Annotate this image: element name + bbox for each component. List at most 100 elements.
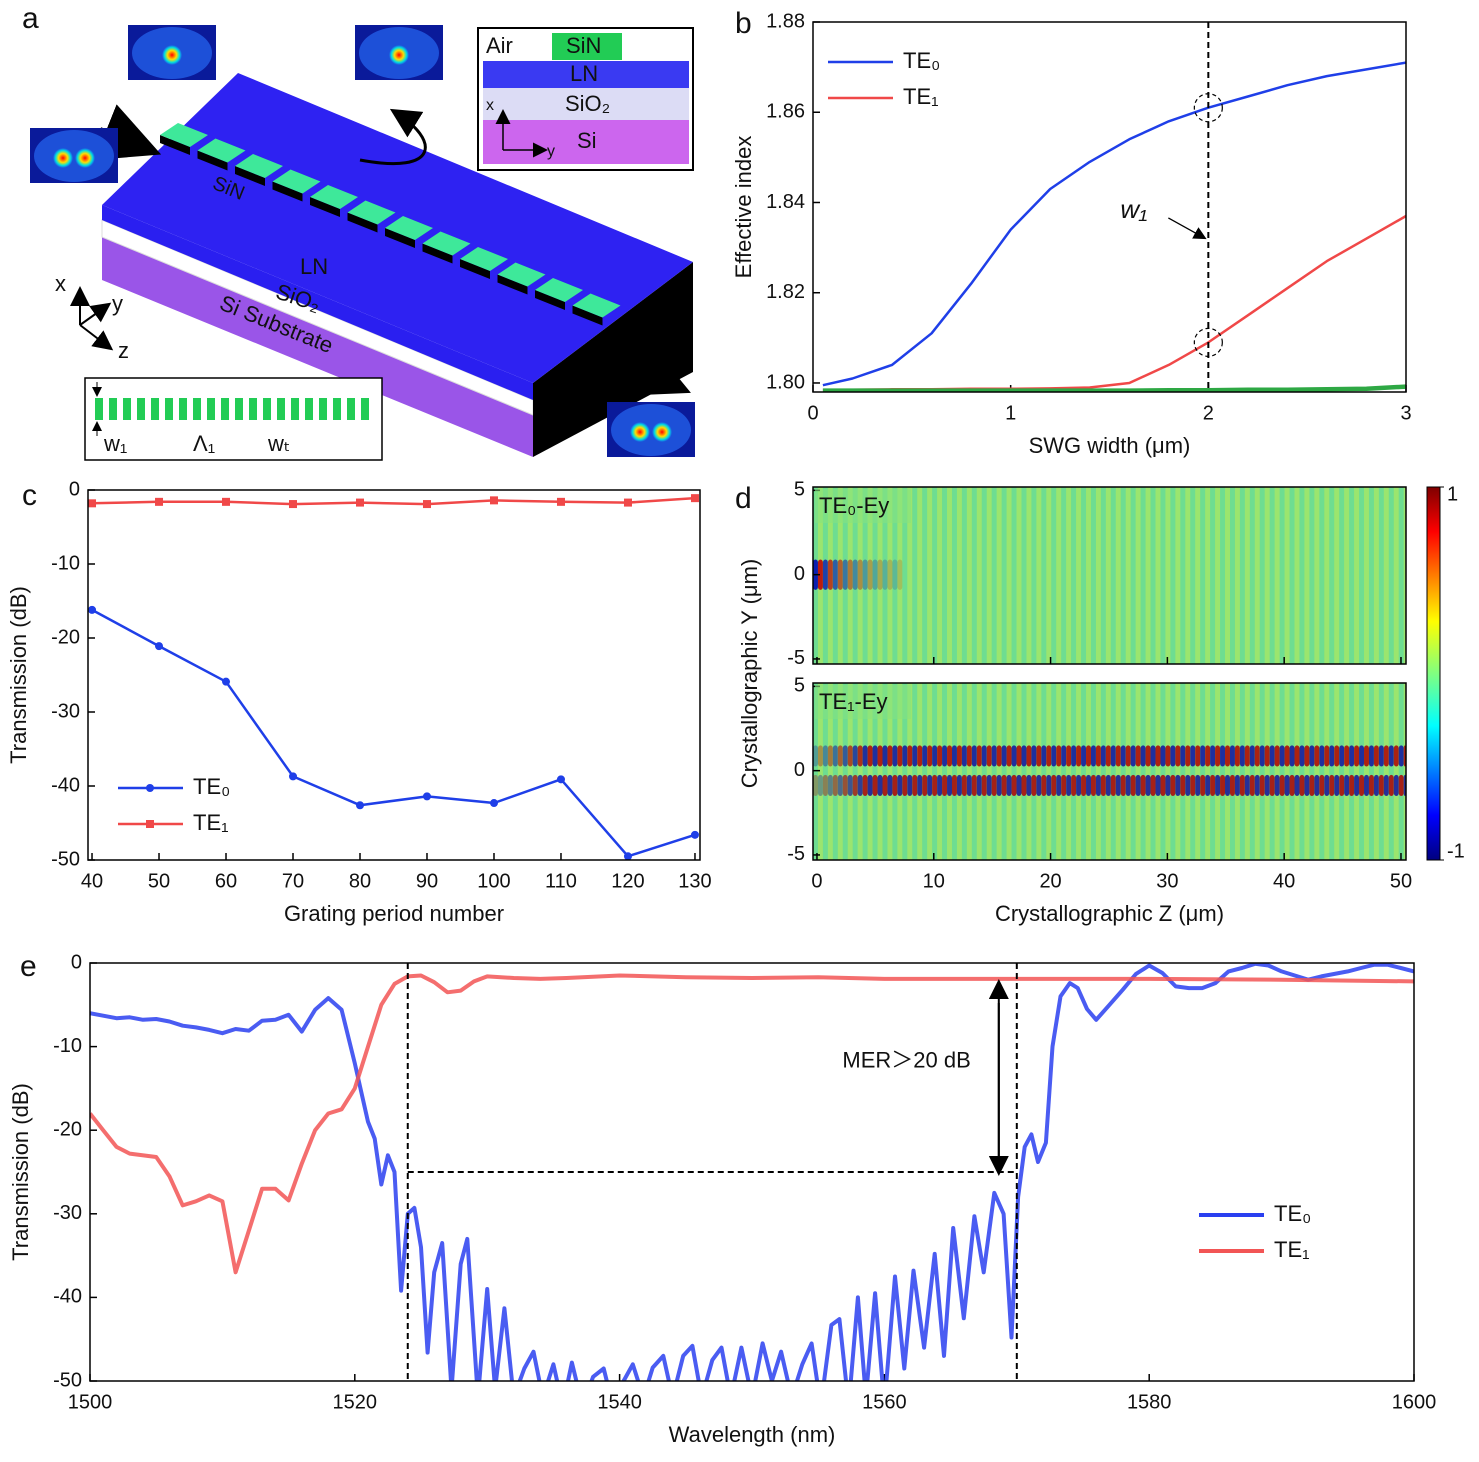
field-lobe [1364,745,1369,766]
field-lobe [1210,775,1215,796]
x-tick-label: 1540 [597,1391,642,1413]
field-lobe [1071,745,1076,766]
field-ripple [1151,487,1156,664]
field-ripple [1180,487,1185,664]
series-line [90,976,1414,1273]
field-ripple [1066,683,1071,860]
field-lobe [1036,745,1041,766]
map-label: TE₀-Ey [819,493,889,518]
point [490,799,498,807]
field-lobe [1056,745,1061,766]
field-ripple [1374,487,1379,664]
grating-tooth [333,398,341,420]
field-ripple [1309,487,1314,664]
field-ripple [1061,683,1066,860]
field-ripple [1160,487,1165,664]
field-lobe [912,745,917,766]
y-tick-label: 5 [794,675,805,697]
field-lobe [1185,775,1190,796]
axis-letter: z [118,338,129,363]
field-ripple [1151,683,1156,860]
point [557,775,565,783]
field-lobe [873,745,878,766]
field-lobe [1399,775,1404,796]
field-lobe [1116,775,1121,796]
field-lobe [1314,775,1319,796]
field-lobe [1349,775,1354,796]
field-ripple [1007,487,1012,664]
field-ripple [1131,487,1136,664]
x-tick-label: 80 [349,870,371,892]
field-ripple [1364,683,1369,860]
field-lobe [1275,745,1280,766]
field-ripple [1031,487,1036,664]
field-lobe [1031,775,1036,796]
field-lobe [907,775,912,796]
cross-section-inset: Air SiN LN SiO₂ Si x y [478,28,693,170]
field-ripple [1046,487,1051,664]
field-ripple [1051,487,1056,664]
field-lobe [1195,775,1200,796]
mode-spot [389,45,409,65]
field-lobe [887,775,892,796]
field-lobe [843,745,848,766]
field-ripple [1195,487,1200,664]
field-ripple [1314,683,1319,860]
field-ripple [992,683,997,860]
field-ripple [912,683,917,860]
field-lobe [1126,745,1131,766]
field-lobe [1220,775,1225,796]
x-tick-label: 100 [477,870,510,892]
field-lobe [868,559,873,589]
field-lobe [1101,775,1106,796]
field-lobe [957,745,962,766]
field-ripple [1146,683,1151,860]
field-ripple [1007,683,1012,860]
field-lobe [853,559,858,589]
field-lobe [1046,775,1051,796]
field-lobe [1349,745,1354,766]
field-lobe [1021,745,1026,766]
field-lobe [848,775,853,796]
point [624,499,632,507]
field-lobe [952,775,957,796]
field-lobe [937,745,942,766]
legend-marker [146,784,154,792]
grating-inset: w₁ Λ₁ wₜ [85,378,382,460]
field-lobe [1156,775,1161,796]
field-lobe [1379,775,1384,796]
field-ripple [1270,683,1275,860]
field-ripple [1359,683,1364,860]
field-lobe [1160,745,1165,766]
field-lobe [1106,745,1111,766]
field-ripple [997,683,1002,860]
field-lobe [838,559,843,589]
field-ripple [1036,487,1041,664]
x-tick-label: 0 [811,870,822,892]
field-lobe [1304,775,1309,796]
series-line [90,964,1414,1406]
field-ripple [1329,683,1334,860]
field-ripple [937,487,942,664]
field-lobe [882,559,887,589]
field-lobe [1175,745,1180,766]
field-lobe [1359,745,1364,766]
field-lobe [1265,775,1270,796]
field-ripple [1245,487,1250,664]
field-lobe [997,745,1002,766]
grating-tooth [165,398,173,420]
field-lobe [878,745,883,766]
field-lobe [967,775,972,796]
field-ripple [1220,487,1225,664]
field-lobe [972,745,977,766]
field-lobe [947,775,952,796]
field-lobe [907,745,912,766]
field-ripple [1121,683,1126,860]
field-ripple [1329,487,1334,664]
field-ripple [1101,487,1106,664]
x-tick-label: 1 [1005,402,1016,424]
field-lobe [1131,775,1136,796]
field-lobe [1299,745,1304,766]
field-lobe [1240,745,1245,766]
field-ripple [1175,683,1180,860]
